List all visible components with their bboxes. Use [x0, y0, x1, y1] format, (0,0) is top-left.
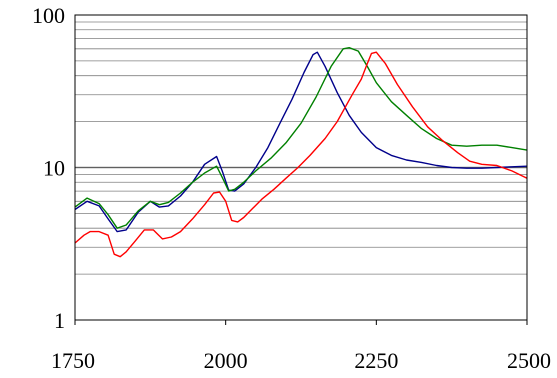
y-tick-label: 100 — [32, 3, 65, 28]
x-tick-label: 1750 — [51, 348, 95, 373]
series-group — [74, 47, 528, 258]
y-tick-label: 10 — [43, 156, 65, 181]
gridlines — [75, 21, 527, 275]
plot-frame — [74, 14, 528, 321]
series-line-2 — [74, 47, 528, 229]
series-line-1 — [74, 51, 528, 233]
y-tick-label: 1 — [54, 308, 65, 333]
series-line-3 — [74, 51, 528, 258]
x-tick-label: 2250 — [354, 348, 398, 373]
x-tick-label: 2500 — [507, 348, 551, 373]
tick-labels: 1 10 100 1750 2000 2250 2500 — [32, 3, 551, 373]
x-tick-label: 2000 — [204, 348, 248, 373]
